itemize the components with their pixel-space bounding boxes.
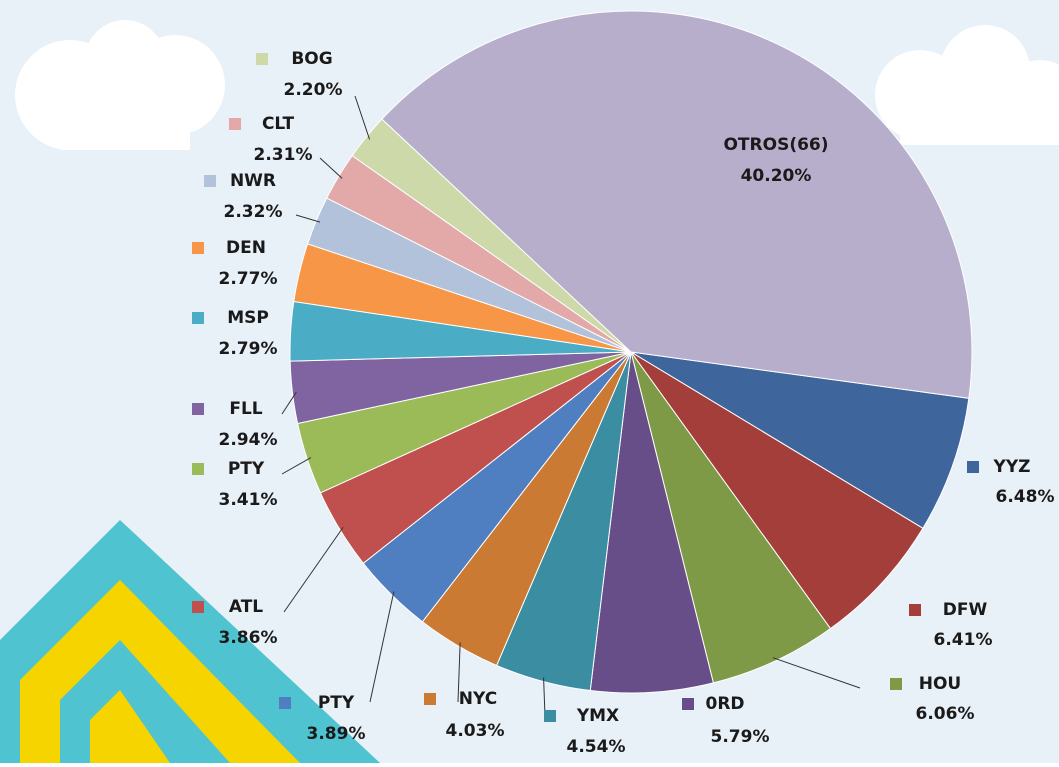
slice-label: YYZ	[993, 457, 1031, 477]
chart: YYZ 6.48% DFW 6.41% HOU 6.06% 0RD 5.79% YMX 4.54%…	[0, 0, 1059, 763]
legend-marker	[192, 463, 204, 475]
legend-marker	[204, 175, 216, 187]
slice-value-label: 3.41%	[219, 490, 278, 510]
slice-label: DEN	[226, 238, 266, 258]
slice-label: HOU	[919, 674, 961, 694]
slice-value-label: 2.32%	[224, 202, 283, 222]
slice-value-label: 2.31%	[254, 145, 313, 165]
legend-marker	[192, 242, 204, 254]
slice-value-label: 40.20%	[741, 166, 812, 186]
slice-label: PTY	[318, 693, 355, 713]
slice-value-label: 2.94%	[219, 430, 278, 450]
legend-marker	[890, 678, 902, 690]
legend-marker	[967, 461, 979, 473]
slice-value-label: 6.06%	[916, 704, 975, 724]
legend-marker	[229, 118, 241, 130]
slice-value-label: 4.03%	[446, 721, 505, 741]
slice-value-label: 4.54%	[567, 737, 626, 757]
slice-value-label: 2.20%	[284, 80, 343, 100]
slice-label: 0RD	[705, 694, 744, 714]
slice-value-label: 2.77%	[219, 269, 278, 289]
slice-label: NWR	[230, 171, 276, 191]
slice-label: YMX	[576, 706, 619, 726]
slice-value-label: 3.86%	[219, 628, 278, 648]
slice-value-label: 6.41%	[934, 630, 993, 650]
legend-marker	[192, 403, 204, 415]
slice-value-label: 2.79%	[219, 339, 278, 359]
slice-label: CLT	[262, 114, 294, 134]
slice-label: PTY	[228, 459, 265, 479]
slice-label: OTROS(66)	[723, 135, 828, 155]
slice-label: DFW	[943, 600, 988, 620]
legend-marker	[424, 693, 436, 705]
slice-value-label: 6.48%	[996, 487, 1055, 507]
slice-value-label: 5.79%	[711, 727, 770, 747]
slice-value-label: 3.89%	[307, 724, 366, 744]
legend-marker	[909, 604, 921, 616]
slice-label: MSP	[227, 308, 269, 328]
slice-label: BOG	[291, 49, 332, 69]
legend-marker	[256, 53, 268, 65]
slice-label: NYC	[459, 689, 497, 709]
legend-marker	[192, 312, 204, 324]
legend-marker	[192, 601, 204, 613]
slice-label: FLL	[229, 399, 262, 419]
legend-marker	[279, 697, 291, 709]
legend-marker	[544, 710, 556, 722]
slice-label: ATL	[229, 597, 263, 617]
legend-marker	[682, 698, 694, 710]
